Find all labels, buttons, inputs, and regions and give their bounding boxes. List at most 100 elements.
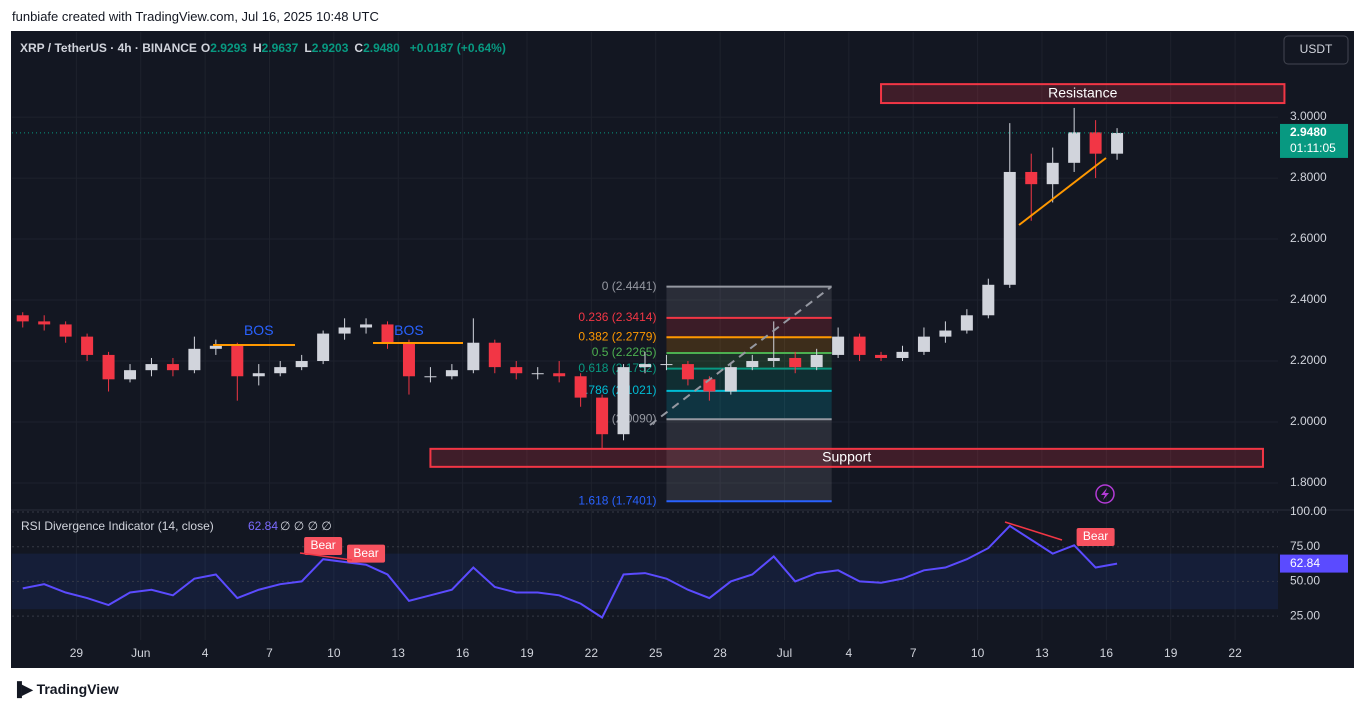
zone-label: Support bbox=[822, 449, 871, 465]
candle-body bbox=[853, 336, 866, 355]
x-tick-label: 7 bbox=[266, 646, 273, 660]
x-tick-label: 4 bbox=[202, 646, 209, 660]
y-tick-label: 2.6000 bbox=[1290, 231, 1327, 245]
rsi-tick-label: 25.00 bbox=[1290, 608, 1320, 622]
fib-band bbox=[666, 419, 832, 502]
x-tick-label: 29 bbox=[70, 646, 84, 660]
rsi-value: 62.84 bbox=[248, 519, 278, 533]
annotation: BOS bbox=[244, 322, 274, 338]
brand: ▐▶ TradingView bbox=[12, 681, 119, 697]
ohlc-value: 2.9203 bbox=[311, 41, 349, 55]
zone bbox=[429, 447, 1264, 468]
x-tick-label: 10 bbox=[971, 646, 985, 660]
currency-button[interactable] bbox=[1283, 35, 1349, 65]
x-tick-label: 10 bbox=[327, 646, 341, 660]
candle-body bbox=[231, 345, 244, 377]
candle-body bbox=[681, 364, 694, 380]
candle-body bbox=[531, 373, 544, 375]
candle-body bbox=[381, 324, 394, 343]
x-tick-label: 25 bbox=[649, 646, 663, 660]
rsi-tick-label: 75.00 bbox=[1290, 539, 1320, 553]
bear-label: Bear bbox=[1083, 529, 1108, 543]
ohlc-key: C bbox=[354, 41, 364, 55]
x-tick-label: 22 bbox=[585, 646, 599, 660]
alert-icon[interactable] bbox=[1095, 484, 1115, 504]
fib-label: 0.618 (2.1752) bbox=[578, 361, 656, 375]
candle-body bbox=[81, 336, 94, 355]
brand-text: TradingView bbox=[36, 681, 119, 697]
x-tick-label: 28 bbox=[713, 646, 727, 660]
candle-body bbox=[1046, 162, 1059, 185]
candle-body bbox=[295, 361, 308, 368]
candle-body bbox=[274, 367, 287, 374]
candle-body bbox=[59, 324, 72, 337]
candle-body bbox=[1068, 132, 1081, 163]
divergence-line bbox=[1004, 521, 1063, 541]
ohlc-value: 2.9293 bbox=[210, 41, 247, 55]
candle-body bbox=[553, 373, 566, 377]
bear-label: Bear bbox=[353, 546, 378, 560]
zone-label: Resistance bbox=[1048, 84, 1117, 100]
ohlc-key: H bbox=[252, 41, 262, 55]
rsi-title: RSI Divergence Indicator (14, close) bbox=[21, 519, 214, 533]
symbol: XRP / TetherUS · 4h · BINANCE bbox=[20, 41, 197, 55]
candle-body bbox=[574, 376, 587, 398]
candle-body bbox=[488, 342, 501, 368]
candle-body bbox=[660, 364, 673, 366]
candle-body bbox=[467, 342, 480, 371]
annotation: BOS bbox=[394, 322, 424, 338]
x-tick-label: 19 bbox=[1164, 646, 1178, 660]
rsi-value-tag: 62.84 bbox=[1290, 556, 1320, 570]
fib-band bbox=[666, 337, 832, 353]
y-tick-label: 2.4000 bbox=[1290, 292, 1327, 306]
candle-body bbox=[252, 373, 265, 377]
candle-body bbox=[939, 330, 952, 337]
candle-body bbox=[960, 315, 973, 331]
candle-body bbox=[832, 336, 845, 355]
candle-body bbox=[596, 397, 609, 435]
candle-body bbox=[746, 361, 759, 368]
candle-body bbox=[338, 327, 351, 334]
x-tick-label: Jul bbox=[777, 646, 792, 660]
candle-body bbox=[510, 367, 523, 374]
rsi-extra: ∅ ∅ ∅ ∅ bbox=[280, 519, 332, 533]
x-tick-label: 22 bbox=[1228, 646, 1242, 660]
candle-body bbox=[124, 370, 137, 380]
ohlc-value: 2.9480 bbox=[363, 41, 400, 55]
rsi-value-box bbox=[1280, 554, 1348, 573]
candle-body bbox=[982, 284, 995, 316]
fib-label: 0.786 (2.1021) bbox=[578, 383, 656, 397]
candle-body bbox=[724, 367, 737, 392]
candle-body bbox=[445, 370, 458, 377]
fib-label: 0.382 (2.2779) bbox=[578, 329, 656, 343]
fib-diagonal bbox=[649, 286, 832, 426]
ohlc-value: 2.9637 bbox=[261, 41, 299, 55]
candle-body bbox=[360, 324, 373, 328]
rsi-tick-label: 50.00 bbox=[1290, 574, 1320, 588]
x-tick-label: Jun bbox=[131, 646, 150, 660]
candle-body bbox=[1111, 132, 1124, 154]
candle-body bbox=[617, 367, 630, 435]
ohlc-key: O bbox=[200, 41, 211, 55]
last-price: 2.9480 bbox=[1290, 125, 1327, 139]
fib-label: 0.236 (2.3414) bbox=[578, 310, 656, 324]
candle-body bbox=[317, 333, 330, 362]
fib-label: 0.5 (2.2265) bbox=[592, 345, 657, 359]
candle-body bbox=[188, 348, 201, 371]
candle-body bbox=[703, 379, 716, 392]
y-tick-label: 3.0000 bbox=[1290, 109, 1327, 123]
fib-band bbox=[666, 317, 832, 338]
candle-body bbox=[639, 364, 651, 368]
candle-body bbox=[1025, 171, 1038, 185]
fib-band bbox=[666, 390, 832, 420]
bear-tag bbox=[1076, 527, 1115, 546]
fib-label: 1.618 (1.7401) bbox=[578, 493, 656, 507]
countdown: 01:11:05 bbox=[1290, 141, 1336, 155]
x-tick-label: 19 bbox=[520, 646, 534, 660]
candle-body bbox=[16, 315, 29, 322]
x-tick-label: 16 bbox=[1100, 646, 1114, 660]
candle-body bbox=[424, 376, 437, 378]
candle-body bbox=[402, 342, 415, 377]
candle-body bbox=[145, 364, 158, 371]
